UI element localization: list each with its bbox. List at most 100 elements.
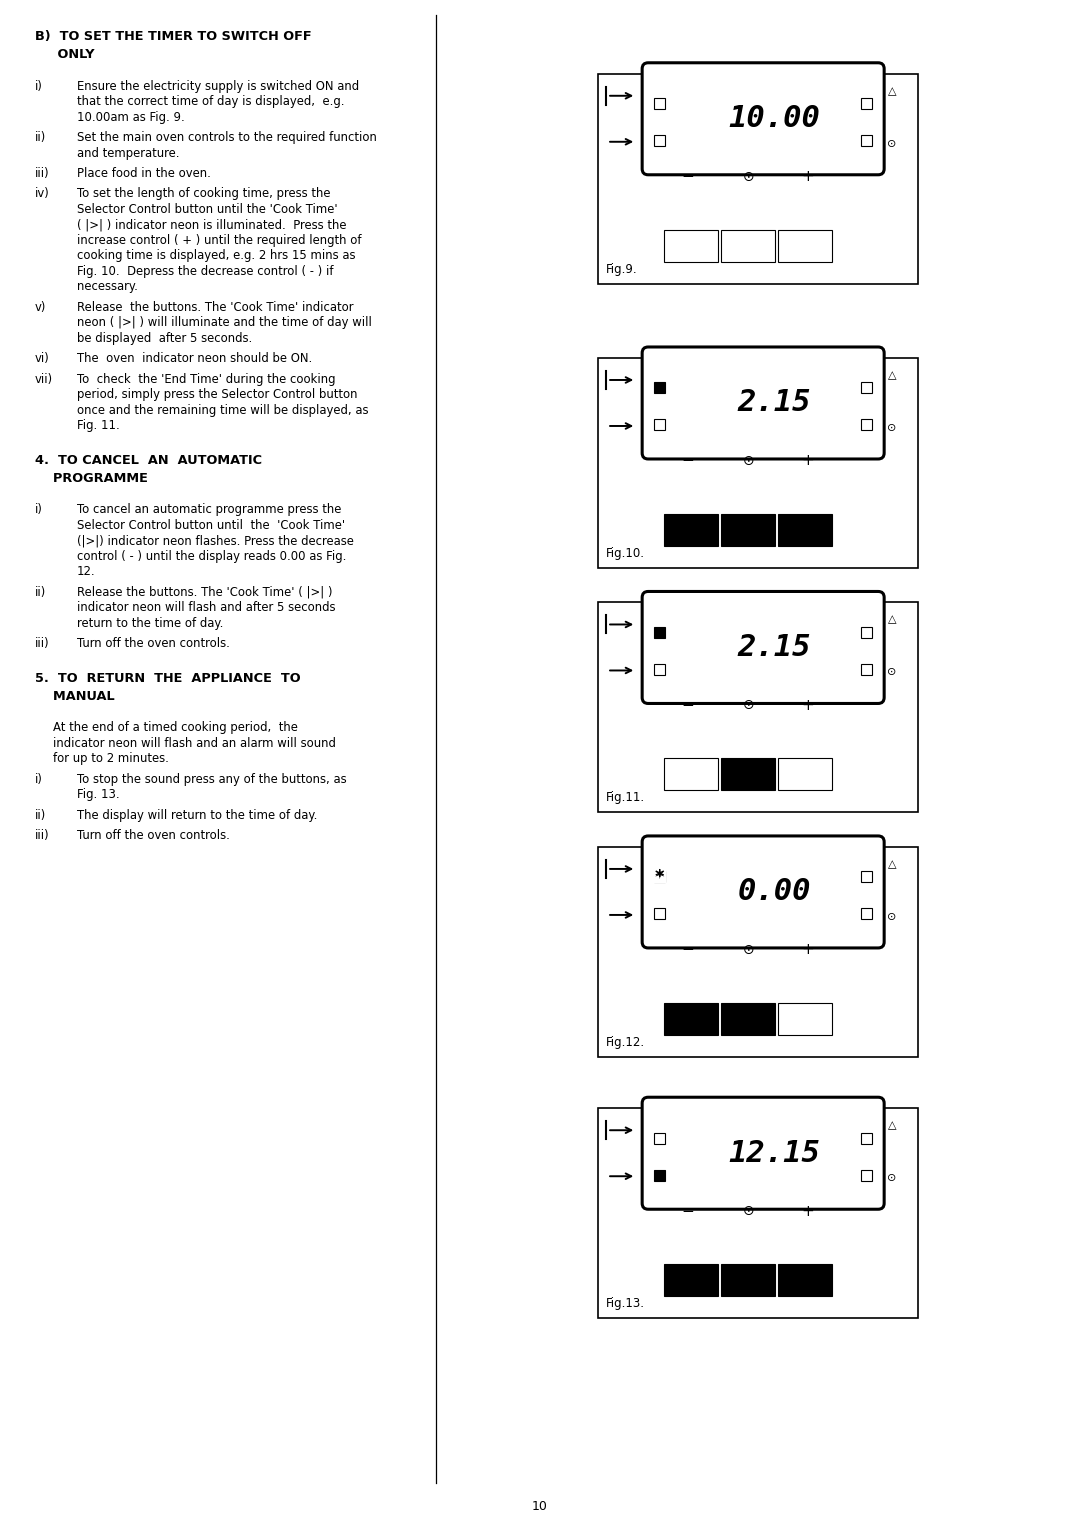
Bar [654, 420, 665, 431]
Text: △: △ [888, 370, 896, 380]
Bar [654, 98, 665, 110]
Text: increase control ( + ) until the required length of: increase control ( + ) until the require… [77, 234, 362, 248]
Text: iii): iii) [35, 167, 50, 180]
Text: △: △ [888, 86, 896, 96]
Text: vii): vii) [35, 373, 53, 387]
Text: 12.15: 12.15 [728, 1138, 820, 1167]
Bar [664, 1264, 718, 1296]
Text: Fig.11.: Fig.11. [606, 792, 645, 804]
Text: Place food in the oven.: Place food in the oven. [77, 167, 211, 180]
Text: *: * [654, 868, 664, 886]
Text: ii): ii) [35, 131, 46, 144]
Text: Fig.12.: Fig.12. [606, 1036, 645, 1048]
Bar [654, 1170, 665, 1181]
Text: To  check  the 'End Time' during the cooking: To check the 'End Time' during the cooki… [77, 373, 336, 387]
Text: At the end of a timed cooking period,  the: At the end of a timed cooking period, th… [53, 721, 298, 735]
Text: indicator neon will flash and an alarm will sound: indicator neon will flash and an alarm w… [53, 736, 336, 750]
Text: 0.00: 0.00 [738, 877, 811, 906]
Text: ⊙: ⊙ [742, 170, 754, 183]
Text: Set the main oven controls to the required function: Set the main oven controls to the requir… [77, 131, 377, 144]
Bar [861, 136, 873, 147]
Text: 10.00: 10.00 [728, 104, 820, 133]
Text: Fig.10.: Fig.10. [606, 547, 645, 559]
Text: vi): vi) [35, 353, 50, 365]
Text: Fig. 13.: Fig. 13. [77, 788, 120, 801]
Text: To stop the sound press any of the buttons, as: To stop the sound press any of the butto… [77, 773, 347, 785]
Bar [861, 871, 873, 883]
Text: Release  the buttons. The 'Cook Time' indicator: Release the buttons. The 'Cook Time' ind… [77, 301, 353, 313]
Text: ⊙: ⊙ [742, 1204, 754, 1218]
Text: ii): ii) [35, 808, 46, 822]
Text: (|>|) indicator neon flashes. Press the decrease: (|>|) indicator neon flashes. Press the … [77, 535, 354, 547]
Bar [779, 1002, 833, 1034]
Bar [779, 229, 833, 261]
Text: and temperature.: and temperature. [77, 147, 179, 159]
Text: +: + [801, 170, 814, 185]
Bar [654, 1132, 665, 1144]
Bar [721, 1264, 775, 1296]
Text: PROGRAMME: PROGRAMME [35, 472, 148, 484]
Text: 12.: 12. [77, 565, 96, 579]
Text: +: + [801, 698, 814, 714]
Text: ( |>| ) indicator neon is illuminated.  Press the: ( |>| ) indicator neon is illuminated. P… [77, 219, 347, 231]
FancyBboxPatch shape [643, 836, 885, 947]
Bar [779, 513, 833, 545]
Text: ⊙: ⊙ [888, 912, 896, 921]
Text: ii): ii) [35, 585, 46, 599]
Bar [664, 1002, 718, 1034]
Text: Fig.9.: Fig.9. [606, 263, 638, 275]
Text: 10.00am as Fig. 9.: 10.00am as Fig. 9. [77, 110, 185, 124]
Bar [598, 847, 918, 1057]
Text: 5.  TO  RETURN  THE  APPLIANCE  TO: 5. TO RETURN THE APPLIANCE TO [35, 672, 300, 685]
Bar [654, 909, 665, 920]
Text: −: − [681, 698, 694, 714]
Text: MANUAL: MANUAL [35, 689, 114, 703]
Bar [861, 909, 873, 920]
Text: +: + [801, 1204, 814, 1219]
Bar [861, 626, 873, 639]
Bar [779, 758, 833, 790]
Text: ⊙: ⊙ [888, 668, 896, 677]
Bar [721, 229, 775, 261]
Text: 10: 10 [532, 1499, 548, 1513]
Text: 2.15: 2.15 [738, 633, 811, 662]
Text: i): i) [35, 773, 43, 785]
Text: be displayed  after 5 seconds.: be displayed after 5 seconds. [77, 332, 253, 345]
Bar [654, 626, 665, 639]
Bar [861, 420, 873, 431]
Text: To set the length of cooking time, press the: To set the length of cooking time, press… [77, 188, 330, 200]
Bar [721, 1002, 775, 1034]
Bar [861, 382, 873, 394]
Text: iii): iii) [35, 830, 50, 842]
Text: i): i) [35, 79, 43, 93]
Bar [598, 602, 918, 813]
Bar [654, 665, 665, 675]
Text: i): i) [35, 503, 43, 516]
Text: ⊙: ⊙ [742, 698, 754, 712]
Text: that the correct time of day is displayed,  e.g.: that the correct time of day is displaye… [77, 95, 345, 108]
Bar [654, 136, 665, 147]
Text: ⊙: ⊙ [742, 454, 754, 468]
Text: ⊙: ⊙ [742, 943, 754, 957]
Text: 2.15: 2.15 [738, 388, 811, 417]
Bar [664, 229, 718, 261]
Bar [654, 871, 665, 883]
Text: The display will return to the time of day.: The display will return to the time of d… [77, 808, 318, 822]
Bar [664, 513, 718, 545]
Text: ✶: ✶ [653, 868, 665, 882]
Text: ONLY: ONLY [35, 47, 95, 61]
Bar [653, 871, 666, 883]
Text: +: + [801, 454, 814, 469]
Text: cooking time is displayed, e.g. 2 hrs 15 mins as: cooking time is displayed, e.g. 2 hrs 15… [77, 249, 355, 263]
FancyBboxPatch shape [643, 591, 885, 703]
Text: −: − [681, 454, 694, 469]
Text: −: − [681, 1204, 694, 1219]
Text: Fig. 11.: Fig. 11. [77, 419, 120, 432]
Text: ⊙: ⊙ [888, 423, 896, 432]
Bar [721, 758, 775, 790]
Bar [721, 513, 775, 545]
Text: neon ( |>| ) will illuminate and the time of day will: neon ( |>| ) will illuminate and the tim… [77, 316, 372, 330]
Text: Fig.13.: Fig.13. [606, 1297, 645, 1309]
Text: 4.  TO CANCEL  AN  AUTOMATIC: 4. TO CANCEL AN AUTOMATIC [35, 454, 262, 466]
Text: once and the remaining time will be displayed, as: once and the remaining time will be disp… [77, 403, 368, 417]
